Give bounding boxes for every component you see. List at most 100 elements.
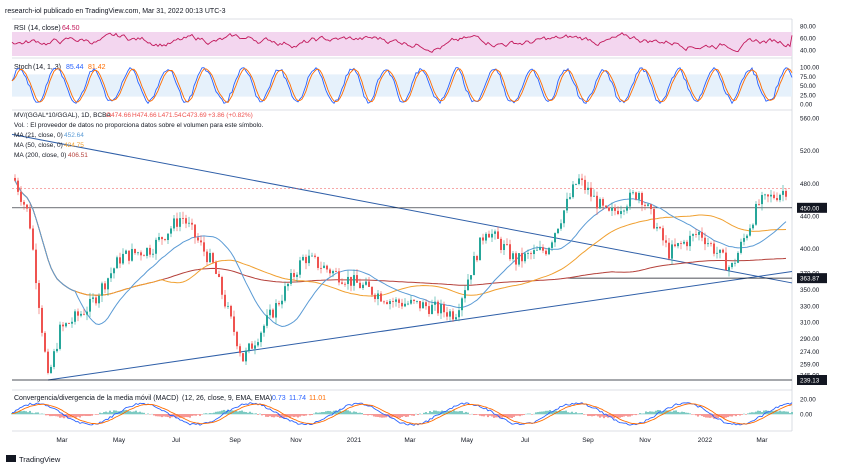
macd-panel[interactable]: Convergencia/divergencia de la media móv…: [11, 395, 816, 426]
candle-body: [338, 271, 340, 283]
macd-hist-bar: [749, 412, 751, 415]
macd-hist-bar: [153, 414, 155, 416]
macd-hist-bar: [27, 412, 29, 415]
candle-body: [500, 238, 502, 251]
macd-hist-bar: [513, 414, 515, 417]
macd-hist-bar: [373, 414, 375, 417]
macd-hist-bar: [365, 414, 367, 415]
macd-hist-bar: [425, 412, 427, 415]
candle-body: [122, 253, 124, 264]
level-price-tag: [797, 273, 827, 284]
candle-body: [80, 313, 82, 316]
macd-hist-bar: [219, 411, 221, 415]
macd-hist-bar: [197, 414, 199, 415]
macd-hist-bar: [29, 410, 31, 415]
candle-body: [20, 191, 22, 202]
candle-body: [626, 206, 628, 211]
candle-body: [674, 244, 676, 247]
time-tick-label: May: [113, 437, 126, 444]
stoch-params: (14, 1, 3): [33, 64, 61, 71]
macd-hist-bar: [709, 414, 711, 418]
macd-hist-bar: [457, 411, 459, 415]
macd-hist-bar: [627, 414, 629, 417]
axis-tick-label: 290.00: [800, 336, 820, 343]
macd-hist-bar: [561, 411, 563, 415]
macd-hist-bar: [381, 414, 383, 418]
candle-body: [35, 249, 37, 284]
candle-body: [779, 194, 781, 201]
macd-hist-bar: [99, 412, 101, 415]
macd-hist-bar: [747, 413, 749, 415]
macd-hist-bar: [577, 413, 579, 415]
macd-hist-bar: [175, 414, 177, 418]
candle-body: [425, 302, 427, 307]
macd-hist-bar: [591, 414, 593, 417]
macd-hist-bar: [531, 414, 533, 415]
candle-body: [596, 195, 598, 209]
candle-body: [176, 218, 178, 227]
macd-hist-bar: [383, 414, 385, 418]
macd-hist-bar: [49, 414, 51, 417]
macd-hist-bar: [395, 414, 397, 418]
macd-hist-bar: [579, 413, 581, 415]
macd-hist-bar: [599, 414, 601, 418]
macd-hist-bar: [69, 414, 71, 418]
macd-hist-bar: [625, 414, 627, 416]
macd-hist-bar: [51, 414, 53, 417]
rsi-panel[interactable]: RSI (14, close) 64.50 80.00 60.00 40.00: [11, 24, 816, 57]
ohlc-open: O474.66: [106, 112, 131, 119]
candle-body: [296, 274, 298, 277]
candle-body: [551, 242, 553, 248]
macd-hist-bar: [201, 414, 203, 415]
macd-hist-bar: [411, 414, 413, 416]
candle-body: [380, 293, 382, 302]
macd-hist-bar: [605, 414, 607, 417]
rsi-label: RSI: [14, 25, 26, 32]
macd-hist-bar: [571, 411, 573, 415]
macd-hist-bar: [253, 413, 255, 415]
macd-hist-bar: [239, 410, 241, 415]
macd-hist-bar: [519, 414, 521, 417]
candle-body: [659, 227, 661, 229]
candle-body: [578, 178, 580, 184]
candle-body: [242, 353, 244, 362]
macd-hist-bar: [493, 414, 495, 418]
stoch-panel[interactable]: Stoch (14, 1, 3) 85.44 81.42 100.00 75.00…: [11, 64, 820, 109]
candle-body: [332, 271, 334, 274]
macd-hist-bar: [675, 410, 677, 415]
macd-hist-bar: [269, 414, 271, 417]
price-panel[interactable]: 560.00520.00480.00450.00440.00400.00370.…: [11, 112, 827, 385]
candle-body: [761, 194, 763, 205]
axis-tick-label: 259.00: [800, 361, 820, 368]
stoch-k-value: 85.44: [66, 64, 84, 71]
candle-body: [401, 302, 403, 307]
candle-body: [620, 211, 622, 215]
macd-hist-bar: [121, 411, 123, 415]
ohlc-change: +3.86 (+0.82%): [208, 112, 253, 119]
level-price-tag: [797, 202, 827, 213]
candle-body: [221, 277, 223, 295]
macd-hist-bar: [143, 412, 145, 415]
macd-hist-bar: [57, 414, 59, 417]
candle-body: [653, 209, 655, 229]
macd-hist-bar: [45, 414, 47, 416]
candle-body: [785, 190, 787, 197]
macd-hist-bar: [345, 409, 347, 415]
macd-hist-bar: [679, 412, 681, 415]
candle-body: [782, 190, 784, 195]
candle-body: [770, 194, 772, 197]
macd-hist-bar: [41, 413, 43, 415]
candle-body: [428, 306, 430, 314]
ma50-line: [14, 180, 787, 297]
axis-tick-label: 310.00: [800, 320, 820, 327]
candle-body: [527, 253, 529, 254]
macd-hist-bar: [537, 412, 539, 415]
macd-hist-bar: [91, 414, 93, 416]
macd-hist-bar: [123, 410, 125, 415]
macd-hist-bar: [185, 414, 187, 418]
macd-hist-bar: [277, 414, 279, 417]
candle-body: [257, 342, 259, 346]
macd-hist-bar: [317, 412, 319, 415]
macd-hist-bar: [791, 412, 793, 415]
